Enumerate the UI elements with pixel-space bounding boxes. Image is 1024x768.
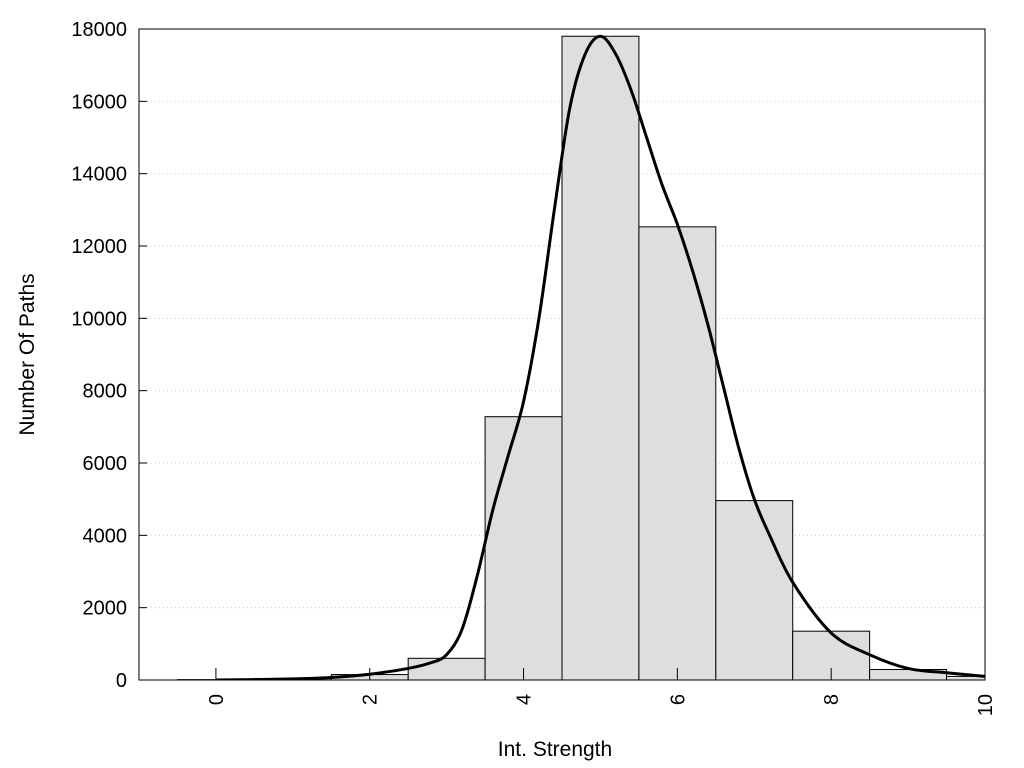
histogram-bar [946, 675, 985, 680]
histogram-bar [715, 500, 794, 680]
histogram-bar [484, 416, 563, 680]
y-tick-label: 18000 [71, 19, 127, 41]
y-tick-label: 12000 [71, 236, 127, 258]
y-tick-label: 2000 [83, 598, 128, 620]
x-tick-label: 4 [514, 694, 536, 705]
x-tick-label: 2 [360, 694, 382, 705]
y-tick-label: 4000 [83, 525, 128, 547]
x-tick-label: 0 [206, 694, 228, 705]
density-curve [215, 34, 985, 680]
bars [176, 35, 985, 680]
y-tick-label: 14000 [71, 164, 127, 186]
grid-lines [139, 100, 985, 609]
y-tick-label: 16000 [71, 91, 127, 113]
y-axis-label: Number Of Paths [16, 273, 39, 435]
y-axis-ticks: 0 2000 4000 6000 8000 10000 12000 14000 16000 180… [71, 19, 147, 692]
plot-frame [138, 28, 986, 681]
x-tick-label: 6 [667, 694, 689, 705]
x-tick-label: 10 [975, 694, 997, 716]
y-tick-label: 8000 [83, 381, 128, 403]
histogram-bar [561, 35, 640, 680]
y-tick-label: 0 [116, 670, 127, 692]
y-tick-label: 10000 [71, 308, 127, 330]
y-tick-label: 6000 [83, 453, 128, 475]
histogram-bar [638, 226, 717, 680]
x-axis-label: Int. Strength [498, 738, 612, 761]
x-axis-ticks: 0 2 4 6 8 10 [206, 668, 997, 716]
x-tick-label: 8 [821, 694, 843, 705]
density-curve-line [215, 34, 985, 680]
histogram-bar [407, 657, 486, 680]
